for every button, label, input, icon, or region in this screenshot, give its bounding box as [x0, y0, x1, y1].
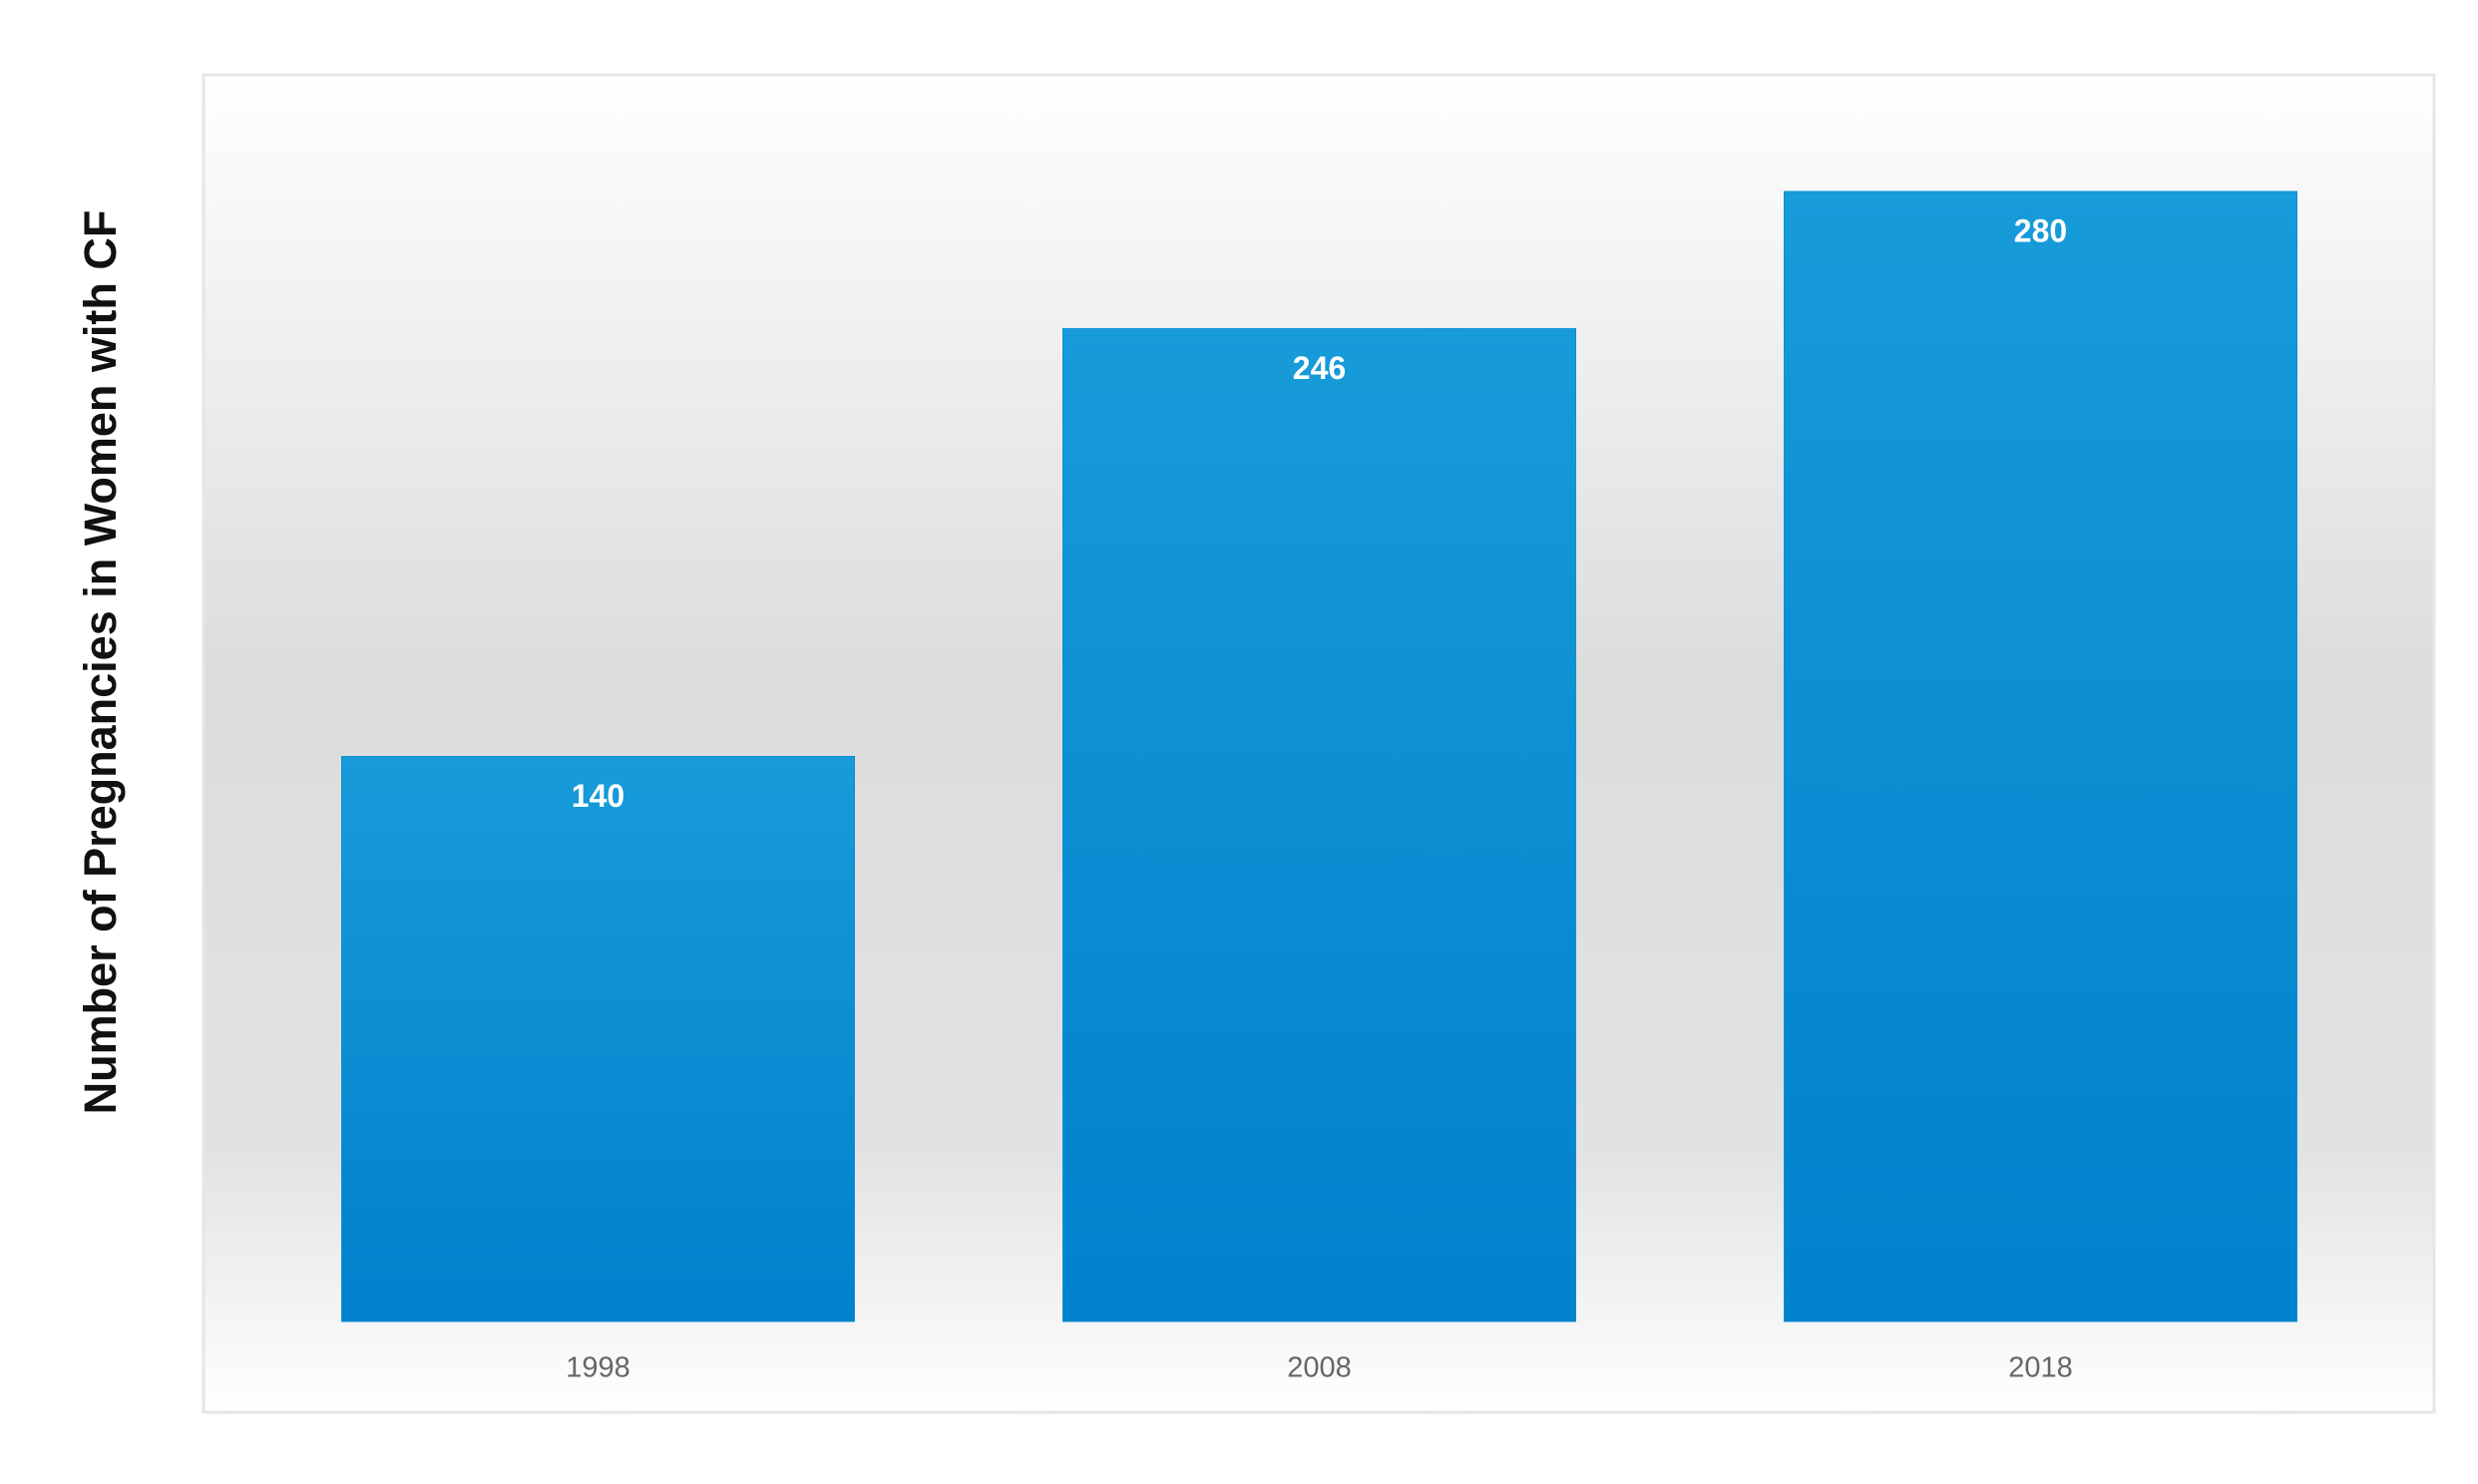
bar — [1784, 190, 2297, 1322]
x-tick-label: 1998 — [566, 1352, 630, 1384]
x-tick-label: 2008 — [1287, 1352, 1352, 1384]
y-axis-label: Number of Pregnancies in Women with CF — [75, 210, 126, 1115]
value-label: 140 — [572, 778, 624, 814]
value-label: 280 — [2014, 212, 2067, 248]
value-label: 246 — [1293, 350, 1346, 386]
x-tick-label: 2018 — [2008, 1352, 2073, 1384]
bar — [1062, 328, 1576, 1322]
bar — [341, 756, 855, 1322]
